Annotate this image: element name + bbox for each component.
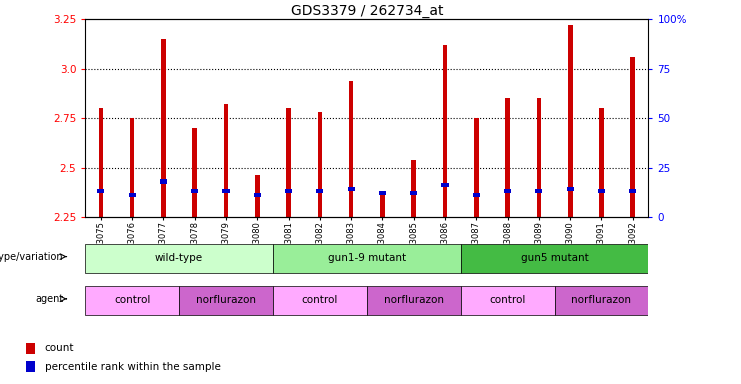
Bar <box>505 98 510 217</box>
Bar <box>85 243 273 273</box>
Bar <box>160 179 167 184</box>
Bar <box>97 189 104 194</box>
Bar <box>461 286 554 315</box>
Bar <box>535 189 542 194</box>
Bar <box>286 108 291 217</box>
Bar <box>255 175 259 217</box>
Text: control: control <box>114 295 150 305</box>
Bar <box>598 189 605 194</box>
Bar <box>316 189 323 194</box>
Bar <box>631 57 635 217</box>
Bar <box>379 191 386 195</box>
Bar <box>380 191 385 217</box>
Text: gun1-9 mutant: gun1-9 mutant <box>328 253 406 263</box>
Text: norflurazon: norflurazon <box>571 295 631 305</box>
Bar <box>129 193 136 197</box>
Text: gun5 mutant: gun5 mutant <box>521 253 588 263</box>
Bar <box>473 193 480 197</box>
Title: GDS3379 / 262734_at: GDS3379 / 262734_at <box>290 4 443 18</box>
Text: percentile rank within the sample: percentile rank within the sample <box>44 362 221 372</box>
Bar <box>367 286 461 315</box>
Bar <box>349 81 353 217</box>
Bar <box>629 189 637 194</box>
Text: control: control <box>302 295 338 305</box>
Bar <box>317 112 322 217</box>
Bar <box>536 98 541 217</box>
Text: norflurazon: norflurazon <box>196 295 256 305</box>
Bar <box>411 160 416 217</box>
Bar <box>161 39 166 217</box>
Bar <box>224 104 228 217</box>
Text: wild-type: wild-type <box>155 253 203 263</box>
Bar <box>442 183 448 187</box>
Text: norflurazon: norflurazon <box>384 295 444 305</box>
Bar <box>554 286 648 315</box>
Bar <box>411 191 417 195</box>
Bar <box>285 189 292 194</box>
Bar <box>461 243 648 273</box>
Text: count: count <box>44 343 74 353</box>
Bar <box>253 193 261 197</box>
Bar <box>222 189 230 194</box>
Bar <box>179 286 273 315</box>
Bar <box>567 187 574 192</box>
Bar <box>193 128 197 217</box>
Bar <box>504 189 511 194</box>
Bar <box>273 286 367 315</box>
Text: control: control <box>489 295 526 305</box>
Bar <box>99 108 103 217</box>
Bar <box>191 189 199 194</box>
Text: agent: agent <box>36 294 64 304</box>
Bar <box>348 187 355 192</box>
Bar <box>599 108 604 217</box>
Bar <box>568 25 573 217</box>
Bar <box>27 343 36 354</box>
Bar <box>27 361 36 372</box>
Bar <box>442 45 448 217</box>
Bar <box>273 243 461 273</box>
Bar <box>85 286 179 315</box>
Text: genotype/variation: genotype/variation <box>0 252 64 262</box>
Bar <box>474 118 479 217</box>
Bar <box>130 118 134 217</box>
